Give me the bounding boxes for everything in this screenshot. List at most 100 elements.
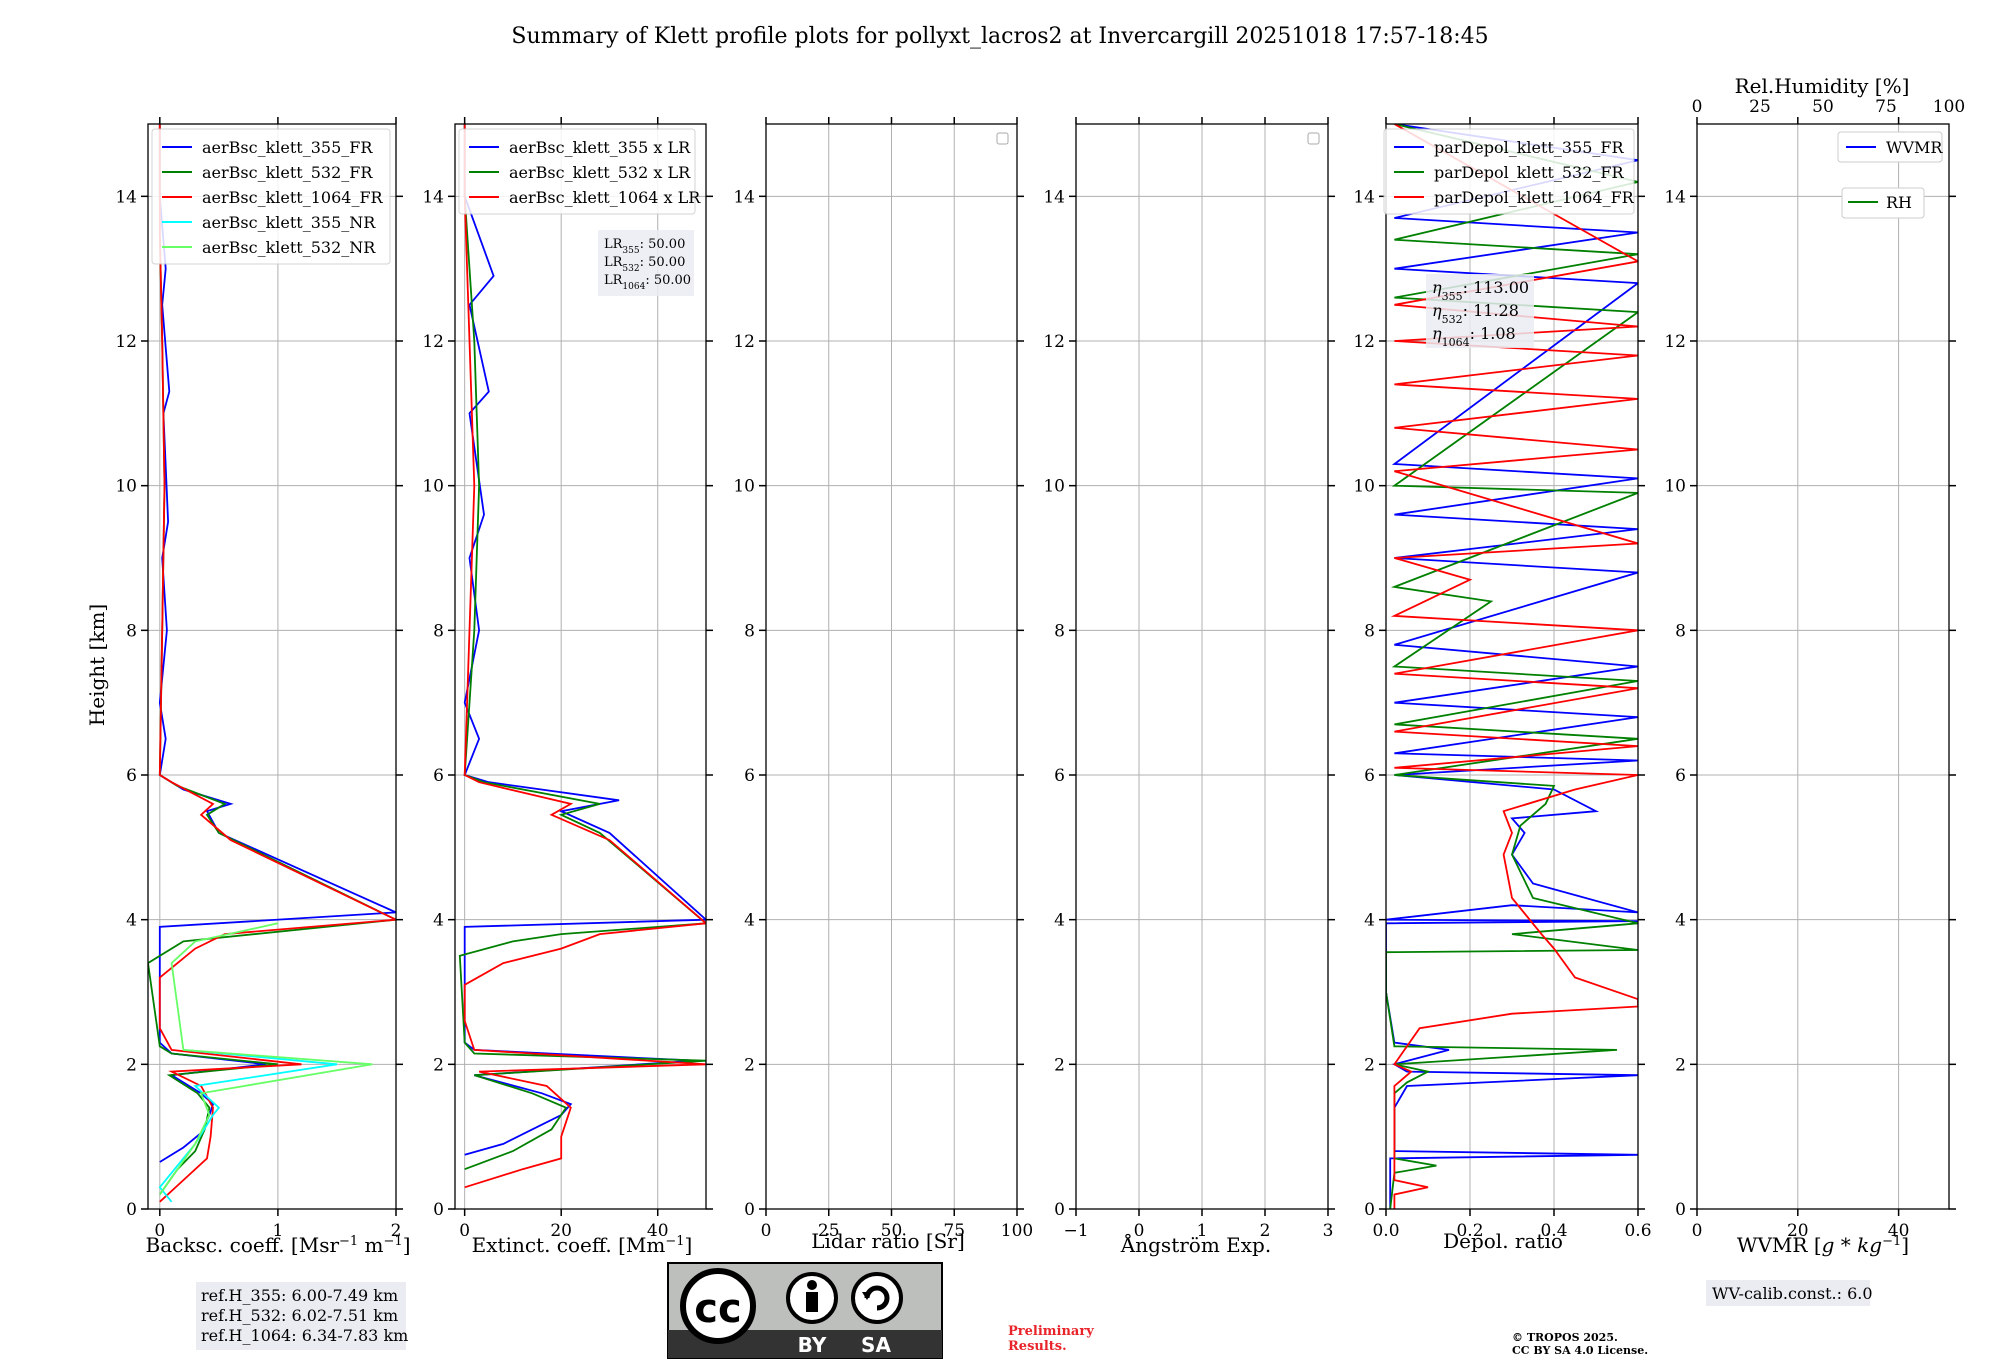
cc-sa-label: SA: [861, 1333, 891, 1357]
legend-label: aerBsc_klett_355_FR: [202, 138, 373, 157]
panel-1: 0 1 202468101214aerBsc_klett_355_FRaerBsc_…: [115, 117, 403, 1241]
legend-label-wvmr: WVMR: [1886, 138, 1943, 157]
panel-frame: [1075, 123, 1329, 1210]
panel-frame: [454, 123, 707, 1210]
panel-frame: [147, 123, 397, 1210]
legend-label: parDepol_klett_532_FR: [1434, 163, 1625, 182]
series-line-aerBsc_klett_1064 x LR: [463, 124, 706, 1189]
x-tick-label: 40: [647, 1221, 669, 1241]
y-tick-label: 10: [1664, 477, 1686, 497]
panel-frame: [1385, 123, 1639, 1210]
x-tick-label: 0: [154, 1221, 165, 1241]
y-tick-label: 12: [733, 332, 755, 352]
y-tick-label: 6: [1054, 766, 1065, 786]
y-tick-label: 14: [1353, 187, 1375, 207]
cc-license-logo: cc BY SA: [667, 1262, 943, 1359]
eta-1064: η1064: 1.08: [1432, 324, 1516, 349]
y-tick-label: 4: [1675, 911, 1686, 931]
y-tick-label: 2: [1054, 1055, 1065, 1075]
x-tick-label: 40: [1888, 1221, 1910, 1241]
y-tick-label: 4: [1054, 911, 1065, 931]
y-tick-label: 10: [1353, 477, 1375, 497]
y-tick-label: 6: [126, 766, 137, 786]
x-tick-label: 2: [391, 1221, 402, 1241]
y-tick-label: 6: [1675, 766, 1686, 786]
legend-box-wvmr: [1837, 131, 1943, 163]
y-tick-label: 2: [1364, 1055, 1375, 1075]
refh-1064: ref.H_1064: 6.34-7.83 km: [201, 1326, 408, 1345]
panel-frame: [765, 123, 1018, 1210]
legend-label: aerBsc_klett_355_NR: [202, 213, 376, 232]
legend-box: [458, 128, 696, 215]
copyright-line-2: CC BY SA 4.0 License.: [1512, 1344, 1648, 1357]
x-tick-label: 0: [459, 1221, 470, 1241]
series-line-aerBsc_klett_532_FR: [148, 124, 396, 1196]
x-tick-label: 2: [1260, 1221, 1271, 1241]
empty-legend-icon: [1307, 132, 1320, 145]
y-tick-label: 10: [115, 477, 137, 497]
y-tick-label: 12: [1043, 332, 1065, 352]
y-tick-label: 4: [433, 911, 444, 931]
legend-box-rh: [1841, 187, 1925, 219]
x-tick-label: 20: [550, 1221, 572, 1241]
top-x-tick-label: 75: [1875, 97, 1897, 117]
x-tick-label: 0.0: [1372, 1221, 1399, 1241]
series-line-parDepol_klett_532_FR: [1386, 124, 1638, 1209]
cc-by-label: BY: [798, 1333, 827, 1357]
sa-arrow-icon: [851, 1272, 903, 1324]
ref-height-box: [196, 1282, 406, 1350]
series-group: [148, 124, 396, 1203]
series-group: [458, 124, 706, 1189]
top-x-tick-label: 100: [1933, 97, 1965, 117]
eta-note-box: [1426, 274, 1534, 348]
panel-6-xlabel: WVMR [g * kg−1]: [1737, 1233, 1909, 1257]
x-tick-label: 0.6: [1624, 1221, 1651, 1241]
refh-532: ref.H_532: 6.02-7.51 km: [201, 1306, 398, 1325]
x-tick-label: 100: [1001, 1221, 1033, 1241]
y-tick-label: 4: [1364, 911, 1375, 931]
y-tick-label: 2: [433, 1055, 444, 1075]
x-tick-label: 25: [818, 1221, 840, 1241]
y-tick-label: 8: [1364, 621, 1375, 641]
y-tick-label: 4: [744, 911, 755, 931]
y-tick-label: 12: [422, 332, 444, 352]
legend-label: aerBsc_klett_532 x LR: [509, 163, 691, 182]
eta-355: η355: 113.00: [1432, 278, 1529, 303]
refh-355: ref.H_355: 6.00-7.49 km: [201, 1286, 398, 1305]
cc-circle-icon: [680, 1268, 756, 1344]
lr-note-box: [598, 230, 694, 296]
panel-6: 0 20 40 0 2 4 6 8 10 12 14 0 25 50 75 100 WVMR RH: [1664, 97, 1965, 1241]
x-tick-label: 75: [943, 1221, 965, 1241]
x-tick-label: 20: [1787, 1221, 1809, 1241]
y-tick-label: 14: [1664, 187, 1686, 207]
y-tick-label: 0: [744, 1200, 755, 1220]
y-tick-label: 10: [733, 477, 755, 497]
preliminary-line-1: Preliminary: [1008, 1324, 1094, 1339]
series-line-aerBsc_klett_1064_FR: [158, 124, 396, 1203]
x-tick-label: 0.2: [1456, 1221, 1483, 1241]
x-tick-label: 0: [761, 1221, 772, 1241]
series-line-aerBsc_klett_355_NR: [158, 1049, 338, 1203]
lr-355: LR355: 50.00: [604, 237, 685, 256]
panel-5: 0.0 0.2 0.4 0.6 0 2 4 6 8 10 12 14 parDepol_klett_35…: [1353, 117, 1652, 1241]
series-line-parDepol_klett_1064_FR: [1390, 124, 1638, 1209]
y-tick-label: 8: [126, 621, 137, 641]
y-tick-label: 12: [115, 332, 137, 352]
y-tick-label: 6: [433, 766, 444, 786]
y-tick-label: 8: [1054, 621, 1065, 641]
legend-box: [151, 128, 391, 265]
y-tick-label: 10: [1043, 477, 1065, 497]
series-line-parDepol_klett_355_FR: [1386, 124, 1638, 1209]
y-axis-label: Height [km]: [85, 604, 109, 726]
legend-label: parDepol_klett_1064_FR: [1434, 188, 1635, 207]
top-x-tick-label: 0: [1692, 97, 1703, 117]
top-x-tick-label: 25: [1749, 97, 1771, 117]
y-tick-label: 2: [126, 1055, 137, 1075]
legend-box: [1383, 128, 1635, 215]
series-line-aerBsc_klett_532_NR: [159, 922, 373, 1196]
empty-legend-icon: [996, 132, 1009, 145]
y-tick-label: 14: [422, 187, 444, 207]
panel-2: 0 20 40 0 2 4 6 8 10 12 14 aerBsc_klett_355 x LR aer…: [422, 117, 713, 1241]
